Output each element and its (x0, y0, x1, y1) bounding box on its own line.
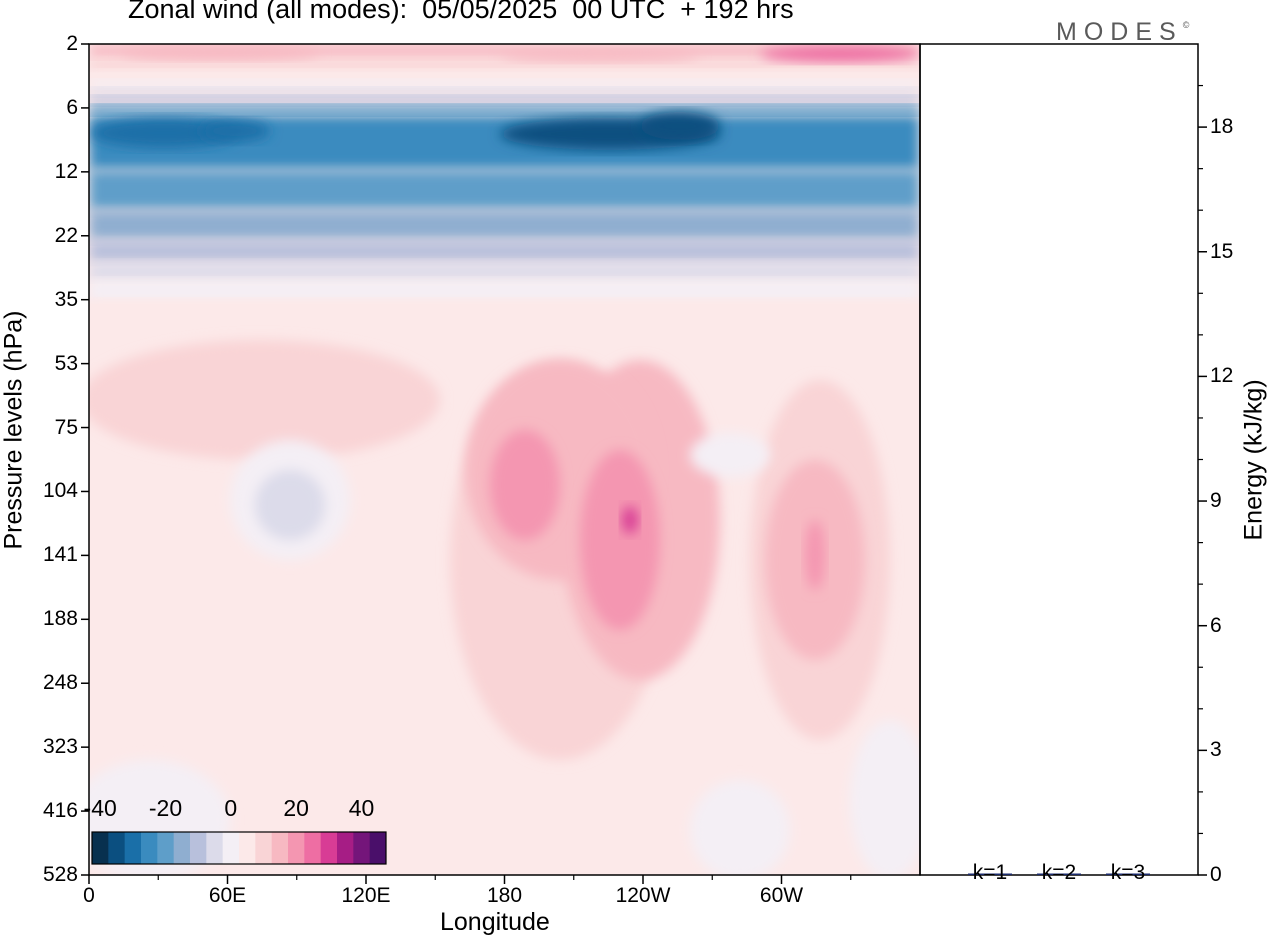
colorbar-swatch (141, 832, 158, 864)
y-tick-label: 22 (54, 223, 78, 247)
colorbar-swatch (222, 832, 240, 864)
y-tick-label: 323 (42, 735, 78, 759)
colorbar-swatch (369, 832, 387, 864)
y-tick-label: 75 (54, 415, 78, 439)
energy-bar-k=3 (1106, 873, 1150, 875)
energy-category-label: k=2 (1041, 861, 1077, 884)
wind-feature-12 (690, 433, 770, 477)
y-tick-label: 104 (42, 479, 78, 503)
energy-tick-label: 12 (1210, 364, 1234, 388)
x-axis-label: Longitude (440, 908, 550, 936)
wind-band-8 (89, 170, 920, 210)
wind-feature-14 (690, 780, 790, 875)
colorbar-tick-label: -20 (148, 795, 183, 821)
chart-title: Zonal wind (all modes): 05/05/2025 00 UT… (128, 0, 794, 24)
colorbar-swatch (173, 832, 191, 864)
y-tick-label: 528 (42, 863, 78, 886)
wind-feature-9 (805, 520, 825, 590)
zonal-wind-contour-field (89, 44, 920, 875)
colorbar-tick-label: 40 (348, 795, 375, 821)
y-tick-label: 12 (54, 159, 78, 183)
colorbar-swatch (337, 832, 354, 864)
y-tick-label: 53 (54, 351, 78, 375)
top-band-patch-0 (120, 46, 320, 60)
colorbar-swatch (255, 832, 273, 864)
y-tick-label: 248 (42, 671, 78, 695)
wind-band-4 (89, 88, 920, 96)
energy-tick-label: 6 (1210, 613, 1222, 637)
colorbar-swatch (124, 832, 142, 864)
colorbar-swatch (190, 832, 207, 864)
colorbar-swatch (108, 832, 126, 864)
jet-core-1 (200, 120, 270, 142)
colorbar-swatch (92, 832, 109, 864)
colorbar-swatch (239, 832, 256, 864)
energy-category-label: k=3 (1110, 861, 1146, 884)
y-tick-label: 416 (42, 799, 78, 823)
energy-tick-label: 9 (1210, 489, 1222, 513)
y-tick-label: 188 (42, 607, 78, 631)
wind-band-5 (89, 96, 920, 105)
y-tick-label: 35 (54, 287, 78, 311)
energy-bar-k=2 (1037, 873, 1081, 875)
colorbar-tick-label: 20 (283, 795, 309, 821)
y-tick-label: 141 (42, 543, 78, 567)
energy-tick-label: 3 (1210, 738, 1222, 762)
colorbar-swatch (288, 832, 305, 864)
energy-bar-k=1 (968, 873, 1012, 875)
y-axis-label: Pressure levels (hPa) (0, 310, 28, 550)
wind-band-10 (89, 240, 920, 262)
wind-band-3 (89, 80, 920, 88)
energy-tick-label: 0 (1210, 863, 1222, 886)
top-band-patch-2 (500, 50, 700, 62)
wind-band-12 (89, 280, 920, 300)
colorbar-swatch (157, 832, 175, 864)
colorbar-swatch (271, 832, 289, 864)
y-tick-label: 6 (66, 95, 78, 119)
wind-feature-6 (622, 506, 638, 534)
wind-feature-5 (580, 450, 660, 630)
wind-feature-0 (89, 340, 440, 460)
energy-axis-label: Energy (kJ/kg) (1239, 379, 1268, 541)
x-tick-label: 60W (759, 884, 804, 907)
x-tick-label: 120E (341, 884, 391, 907)
x-tick-label: 180 (486, 884, 523, 907)
top-band-patch-1 (760, 46, 920, 62)
wind-band-11 (89, 262, 920, 280)
wind-band-2 (89, 70, 920, 80)
colorbar-swatch (320, 832, 338, 864)
colorbar-tick-label: -40 (83, 795, 117, 821)
wind-band-6 (89, 105, 920, 115)
colorbar (91, 831, 387, 865)
wind-feature-4 (490, 430, 560, 540)
colorbar-swatch (206, 832, 224, 864)
wind-band-1 (89, 58, 920, 70)
colorbar-frame (91, 831, 387, 865)
colorbar-swatch (304, 832, 322, 864)
energy-frame (919, 43, 1199, 876)
wind-band-13 (89, 300, 920, 314)
colorbar-swatch (353, 832, 371, 864)
energy-tick-label: 18 (1210, 115, 1234, 139)
energy-tick-label: 15 (1210, 239, 1234, 263)
jet-core-0 (90, 118, 240, 148)
wind-feature-13 (850, 720, 920, 875)
energy-bars (968, 873, 1150, 875)
x-tick-label: 0 (83, 884, 95, 907)
energy-category-label: k=1 (972, 861, 1008, 884)
colorbar-tick-label: 0 (224, 795, 238, 821)
x-tick-label: 120W (615, 884, 671, 907)
jet-core-3 (640, 112, 720, 140)
modes-logo: MODES© (1056, 18, 1190, 46)
wind-feature-11 (255, 470, 325, 540)
y-tick-label: 2 (66, 32, 78, 55)
wind-band-9 (89, 210, 920, 240)
x-tick-label: 60E (208, 884, 247, 907)
